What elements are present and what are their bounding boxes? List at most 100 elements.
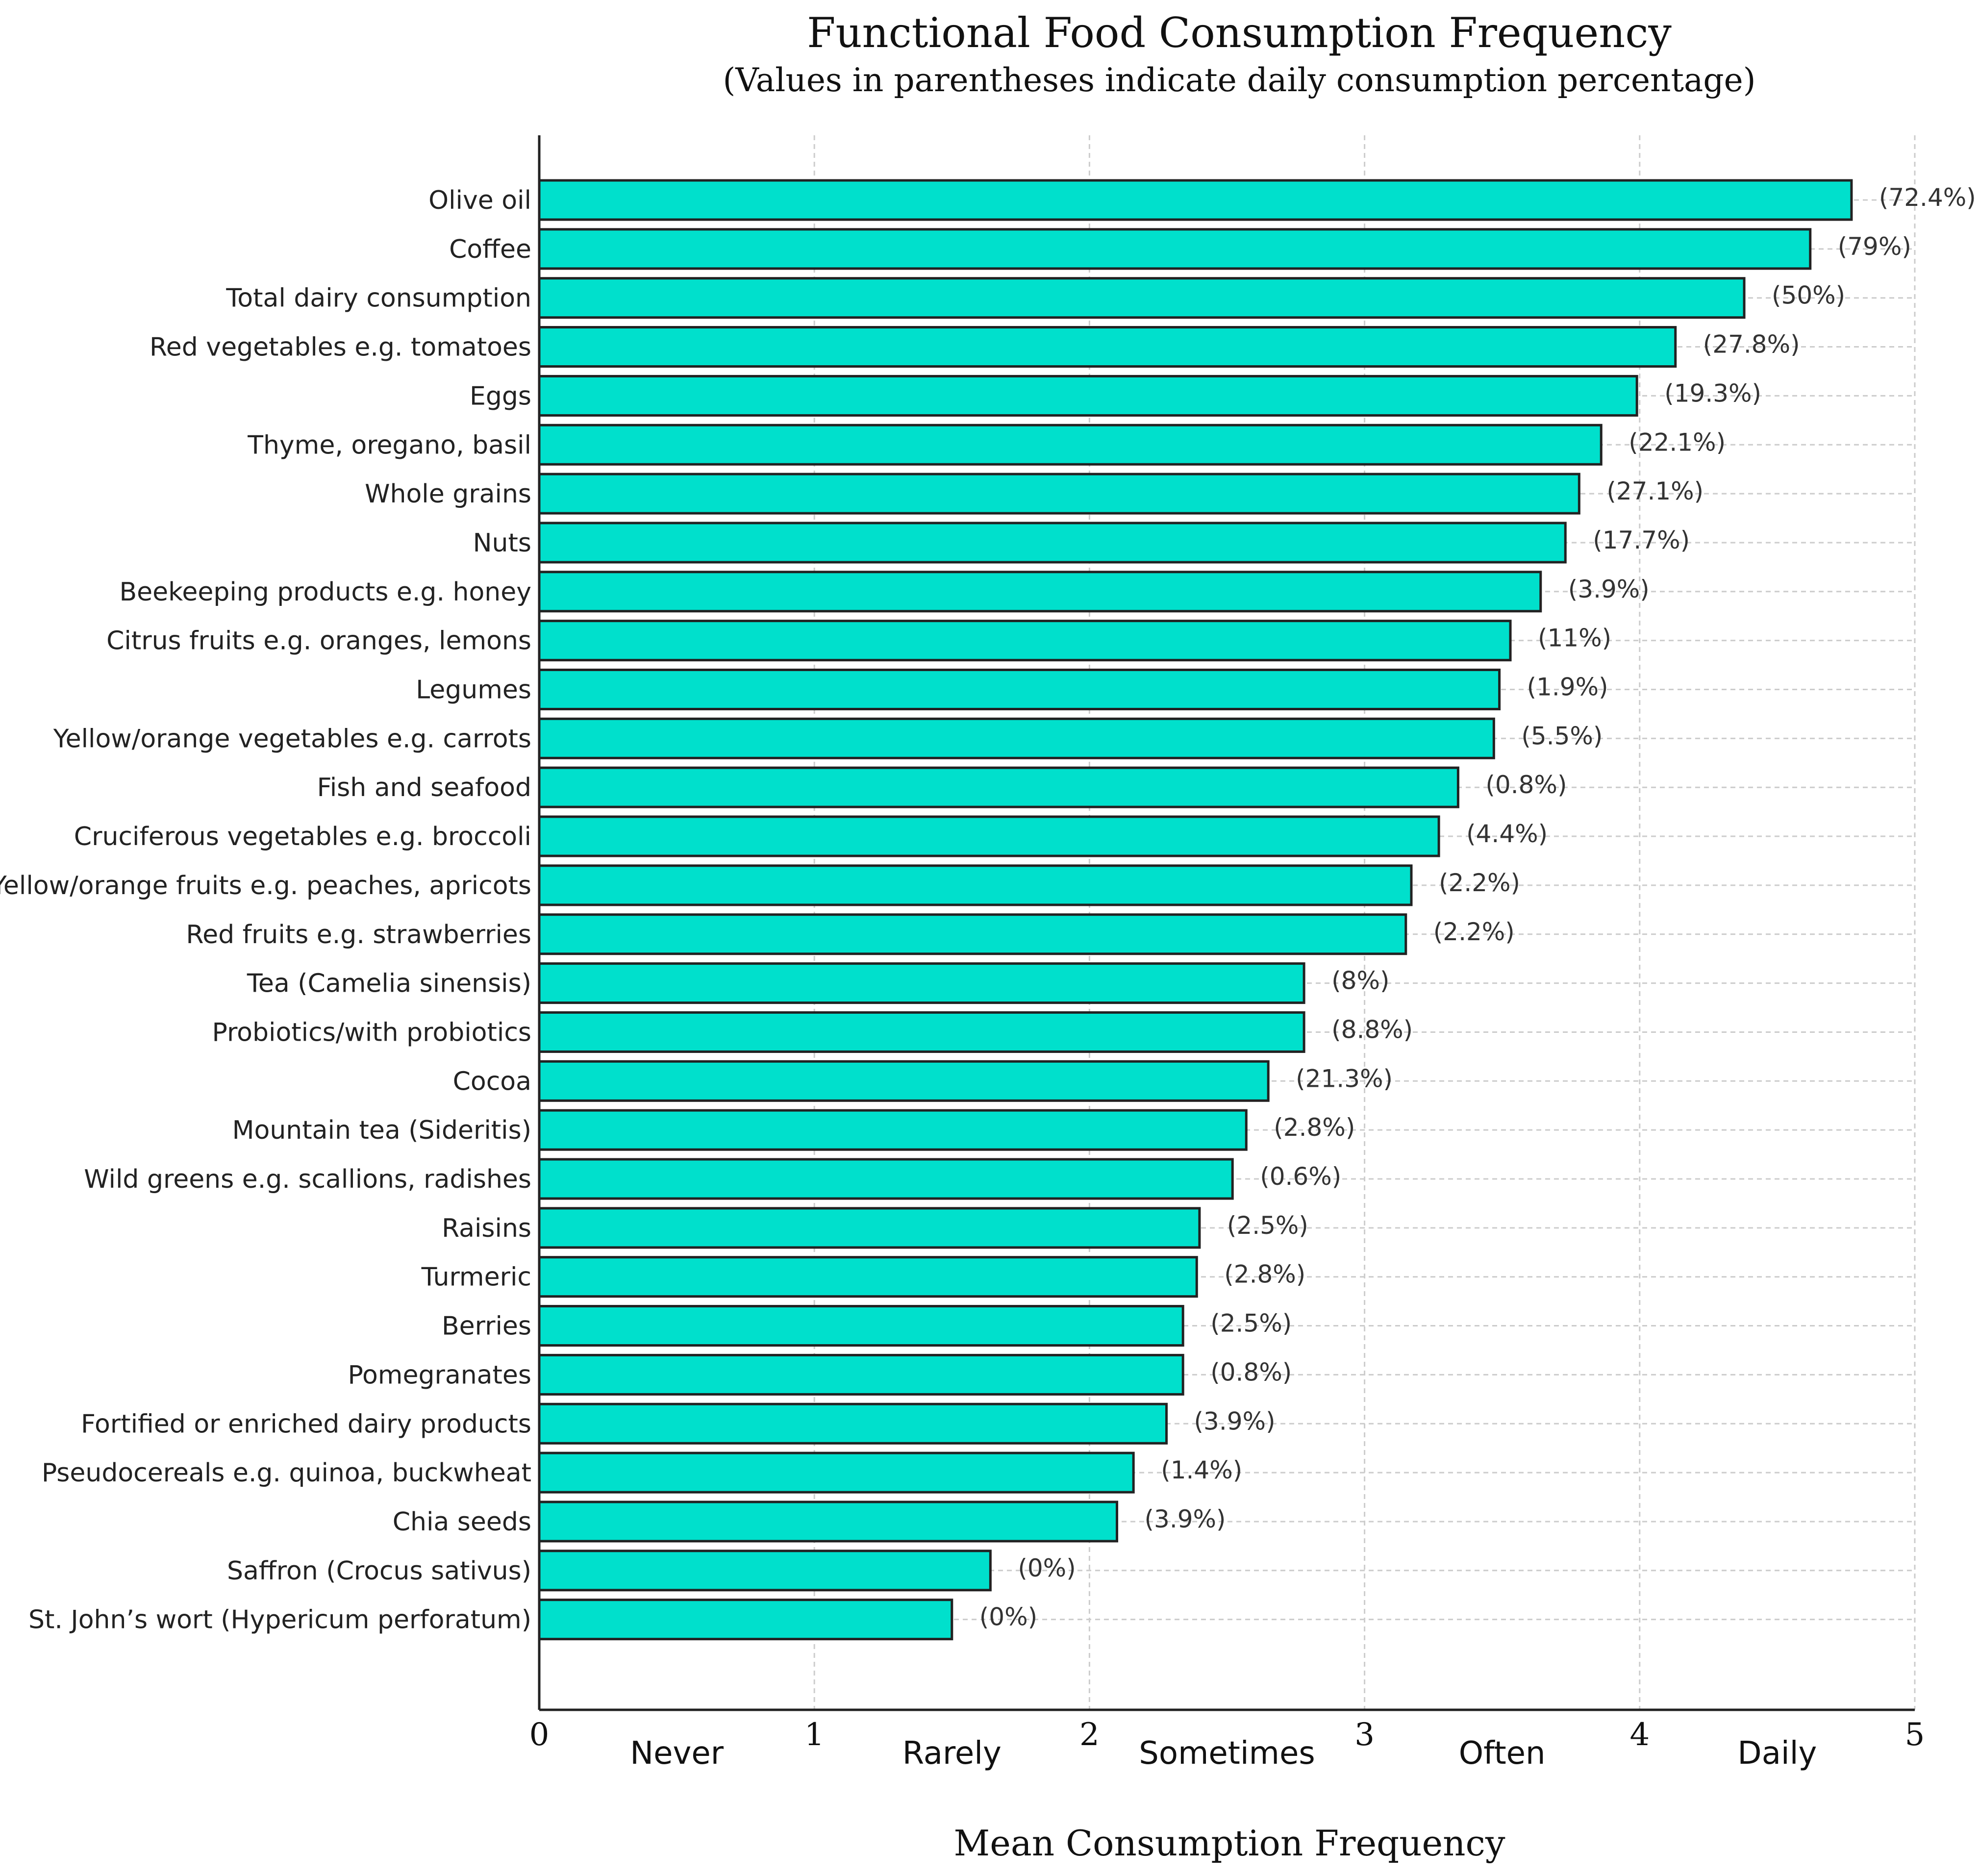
frequency-label: Sometimes <box>1139 1735 1315 1772</box>
value-label: (21.3%) <box>1296 1064 1393 1093</box>
category-label: Tea (Camelia sinensis) <box>247 969 531 999</box>
value-labels: (72.4%) (79%) (50%) (27.8%) (19.3%) (22.1%) (2… <box>979 183 1976 1631</box>
x-tick-label: 2 <box>1079 1717 1100 1753</box>
value-label: (0%) <box>1018 1554 1076 1582</box>
frequency-label: Often <box>1459 1735 1546 1772</box>
bar <box>538 962 1305 1004</box>
category-label: Fortified or enriched dairy products <box>81 1409 531 1439</box>
bar <box>538 815 1440 857</box>
bar <box>538 1060 1270 1102</box>
chart-subtitle: (Values in parentheses indicate daily co… <box>723 61 1756 99</box>
bars <box>538 179 1853 1641</box>
category-label: Red fruits e.g. strawberries <box>186 920 531 950</box>
bar <box>538 766 1459 808</box>
category-label: Coffee <box>449 235 531 264</box>
value-label: (2.8%) <box>1224 1260 1305 1289</box>
category-label: Pseudocereals e.g. quinoa, buckwheat <box>42 1458 531 1488</box>
value-label: (8%) <box>1331 967 1389 995</box>
value-label: (4.4%) <box>1466 820 1548 848</box>
bar <box>538 669 1501 710</box>
value-label: (2.2%) <box>1433 918 1515 946</box>
value-label: (2.8%) <box>1274 1113 1355 1142</box>
value-label: (0%) <box>979 1603 1037 1631</box>
bar <box>538 1158 1234 1200</box>
bar <box>538 913 1407 955</box>
bar <box>538 522 1567 564</box>
category-label: Citrus fruits e.g. oranges, lemons <box>106 626 531 656</box>
category-labels: Olive oil Coffee Total dairy consumption Re… <box>0 186 531 1635</box>
bar <box>538 1109 1248 1151</box>
value-label: (0.6%) <box>1260 1162 1341 1191</box>
bar <box>538 277 1746 319</box>
bar <box>538 1402 1168 1445</box>
category-label: Yellow/orange fruits e.g. peaches, apric… <box>0 871 531 900</box>
bar <box>538 1256 1198 1298</box>
value-label: (2.5%) <box>1227 1211 1308 1240</box>
value-label: (11%) <box>1538 624 1611 652</box>
value-label: (22.1%) <box>1628 428 1726 456</box>
value-label: (0.8%) <box>1485 771 1567 799</box>
value-label: (72.4%) <box>1879 183 1976 212</box>
category-label: Thyme, oregano, basil <box>247 430 531 460</box>
bar <box>538 1305 1184 1347</box>
value-label: (2.2%) <box>1439 869 1520 897</box>
value-label: (1.9%) <box>1527 673 1608 701</box>
frequency-label: Never <box>630 1735 724 1772</box>
x-tick-label: 4 <box>1629 1717 1650 1753</box>
category-label: Whole grains <box>365 479 531 509</box>
category-label: Red vegetables e.g. tomatoes <box>150 333 531 362</box>
category-label: Eggs <box>470 381 531 411</box>
category-label: St. John’s wort (Hypericum perforatum) <box>28 1605 531 1635</box>
bar <box>538 1550 992 1592</box>
category-label: Olive oil <box>428 186 531 215</box>
category-label: Pomegranates <box>348 1360 531 1390</box>
bar <box>538 473 1580 515</box>
value-label: (3.9%) <box>1145 1505 1226 1533</box>
value-label: (27.1%) <box>1606 477 1703 505</box>
value-label: (50%) <box>1772 281 1845 310</box>
value-label: (3.9%) <box>1568 575 1650 603</box>
bar <box>538 1451 1135 1494</box>
category-label: Probiotics/with probiotics <box>212 1018 532 1047</box>
bar <box>538 1501 1119 1543</box>
category-label: Chia seeds <box>393 1507 531 1537</box>
x-tick-labels: 0 1 2 3 4 5 <box>529 1717 1925 1753</box>
bar <box>538 326 1677 368</box>
value-label: (27.8%) <box>1703 330 1800 359</box>
bar <box>538 1599 953 1641</box>
bar <box>538 424 1603 466</box>
x-tick-label: 0 <box>529 1717 550 1753</box>
category-label: Legumes <box>416 675 531 705</box>
category-label: Yellow/orange vegetables e.g. carrots <box>53 724 531 753</box>
category-label: Turmeric <box>421 1263 531 1292</box>
value-label: (2.5%) <box>1210 1309 1292 1338</box>
x-tick-label: 3 <box>1354 1717 1375 1753</box>
value-label: (79%) <box>1838 232 1911 261</box>
value-label: (8.8%) <box>1331 1015 1413 1044</box>
bar <box>538 375 1638 417</box>
category-label: Wild greens e.g. scallions, radishes <box>84 1165 531 1194</box>
x-tick-label: 5 <box>1905 1717 1925 1753</box>
value-label: (3.9%) <box>1194 1407 1276 1435</box>
bar <box>538 179 1853 221</box>
value-label: (17.7%) <box>1593 526 1690 554</box>
frequency-label: Daily <box>1737 1735 1817 1772</box>
bar <box>538 864 1413 906</box>
category-label: Cruciferous vegetables e.g. broccoli <box>74 822 531 851</box>
bar <box>538 1353 1184 1396</box>
chart-title: Functional Food Consumption Frequency <box>807 9 1672 57</box>
bar <box>538 1011 1305 1053</box>
category-label: Saffron (Crocus sativus) <box>227 1556 531 1586</box>
bar <box>538 717 1495 759</box>
category-label: Mountain tea (Sideritis) <box>232 1116 531 1145</box>
bar <box>538 620 1512 662</box>
category-label: Beekeeping products e.g. honey <box>119 577 531 607</box>
value-label: (1.4%) <box>1161 1456 1242 1484</box>
value-label: (0.8%) <box>1210 1358 1292 1386</box>
x-axis-title: Mean Consumption Frequency <box>954 1823 1505 1864</box>
category-label: Nuts <box>473 528 531 558</box>
x-tick-label: 1 <box>804 1717 825 1753</box>
bar <box>538 571 1542 613</box>
category-label: Cocoa <box>453 1067 531 1096</box>
